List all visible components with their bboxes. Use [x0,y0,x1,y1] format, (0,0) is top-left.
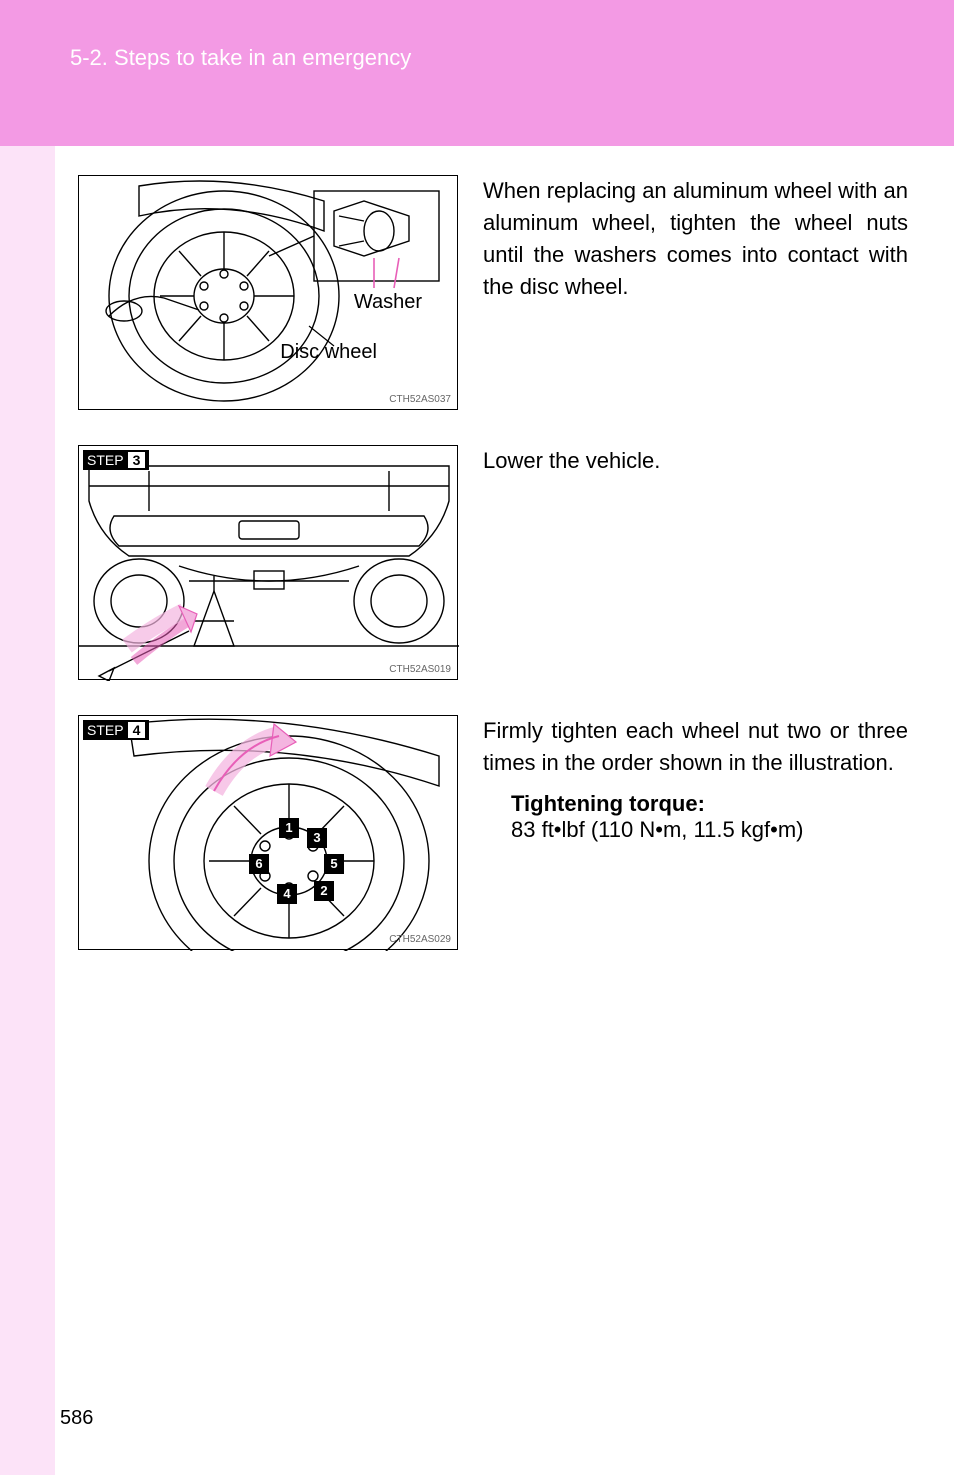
step-num-4: 4 [128,722,146,738]
row-lower: STEP 3 [78,445,908,680]
text-tighten-block: Firmly tighten each wheel nut two or thr… [483,715,908,843]
row-washer: Washer Disc wheel CTH52AS037 When replac… [78,175,908,410]
figure-lower-vehicle: STEP 3 [78,445,458,680]
step-label-4: STEP [87,722,124,738]
figure-caption-1: CTH52AS037 [389,394,451,405]
figure-washer-disc: Washer Disc wheel CTH52AS037 [78,175,458,410]
lug-2: 2 [314,881,334,901]
lug-1: 1 [279,818,299,838]
header-bar: 5-2. Steps to take in an emergency [0,0,954,146]
row-tighten: STEP 4 [78,715,908,950]
page-number: 586 [60,1407,93,1430]
left-sidebar [0,146,55,1475]
section-title: 5-2. Steps to take in an emergency [70,45,411,71]
content-area: Washer Disc wheel CTH52AS037 When replac… [78,175,908,985]
lower-vehicle-illustration [79,446,459,681]
torque-block: Tightening torque: 83 ft•lbf (110 N•m, 1… [511,791,908,843]
lug-5: 5 [324,854,344,874]
step-num-3: 3 [128,452,146,468]
lug-3: 3 [307,828,327,848]
label-washer: Washer [354,291,422,314]
step-badge-4: STEP 4 [83,720,149,740]
figure-caption-2: CTH52AS019 [389,664,451,675]
lug-4: 4 [277,884,297,904]
step-label-3: STEP [87,452,124,468]
text-washer: When replacing an aluminum wheel with an… [483,175,908,303]
torque-value: 83 ft•lbf (110 N•m, 11.5 kgf•m) [511,817,908,843]
figure-caption-3: CTH52AS029 [389,934,451,945]
step-badge-3: STEP 3 [83,450,149,470]
figure-tighten-order: STEP 4 [78,715,458,950]
text-tighten: Firmly tighten each wheel nut two or thr… [483,715,908,779]
text-lower: Lower the vehicle. [483,445,660,477]
torque-label: Tightening torque: [511,791,908,817]
lug-6: 6 [249,854,269,874]
tighten-order-illustration [79,716,459,951]
label-disc-wheel: Disc wheel [280,341,377,364]
